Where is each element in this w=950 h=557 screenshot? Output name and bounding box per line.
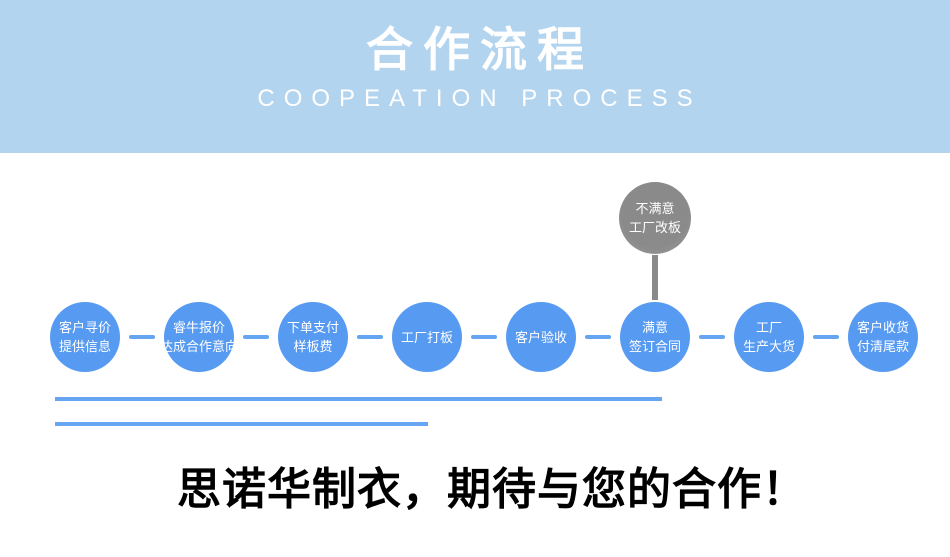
flow-node: 工厂打板 [392,302,462,372]
flow-connector [585,335,611,339]
flow-connector [129,335,155,339]
flow-step-label: 工厂 [755,320,782,335]
flow-connector [813,335,839,339]
flow-detour-label: 工厂改板 [628,220,681,235]
progress-underline-short [55,422,428,426]
flow-step-label: 睿牛报价 [172,320,225,335]
flow-node: 工厂 生产大货 [734,302,804,372]
flow-step-label: 样板费 [293,339,333,354]
flow-step-label: 提供信息 [58,339,111,354]
flow-node: 客户寻价 提供信息 [50,302,120,372]
flow-step-circle: 满意 签订合同 [620,302,690,372]
flow-step-label: 工厂打板 [400,329,453,345]
flow-step-label: 客户寻价 [58,320,111,335]
flow-connector [357,335,383,339]
flow-step-label: 满意 [641,320,668,335]
flow-step-circle: 工厂打板 [392,302,462,372]
flow-step-label: 下单支付 [286,320,339,335]
flow-node: 客户收货 付清尾款 [848,302,918,372]
flow-step-circle: 客户寻价 提供信息 [50,302,120,372]
flow-step-label: 生产大货 [742,339,795,354]
flow-step-label: 客户收货 [856,320,909,335]
progress-underline-long [55,397,662,401]
flow-step-circle: 客户收货 付清尾款 [848,302,918,372]
flow-step-label: 达成合作意向 [160,339,239,354]
process-flow: 客户寻价 提供信息 睿牛报价 达成合作意向 下单支付 样板费 工厂打板 客户验收 满意 签订合同不… [50,182,918,372]
flow-node: 满意 签订合同 不满意 工厂改板 [619,182,691,372]
detour-circle: 不满意 工厂改板 [619,182,691,254]
page-title: 合作流程 [366,23,594,76]
page-subtitle: COOPEATION PROCESS [257,85,702,112]
flow-step-label: 签订合同 [628,339,681,354]
flow-step-label: 客户验收 [514,329,567,345]
flow-step-circle: 客户验收 [506,302,576,372]
flow-step-circle: 工厂 生产大货 [734,302,804,372]
flow-step-circle: 睿牛报价达成合作意向 [160,302,238,372]
header-banner: 合作流程 COOPEATION PROCESS [0,0,950,153]
flow-node: 下单支付 样板费 [278,302,348,372]
footer-slogan: 思诺华制衣，期待与您的合作！ [177,465,807,514]
flow-step-label: 付清尾款 [856,339,909,354]
flow-step-circle: 下单支付 样板费 [278,302,348,372]
flow-detour-label: 不满意 [635,201,675,216]
flow-connector [471,335,497,339]
detour-connector [652,255,658,300]
flow-node: 睿牛报价达成合作意向 [160,302,238,372]
flow-connector [243,335,269,339]
flow-connector [699,335,725,339]
flow-node: 客户验收 [506,302,576,372]
